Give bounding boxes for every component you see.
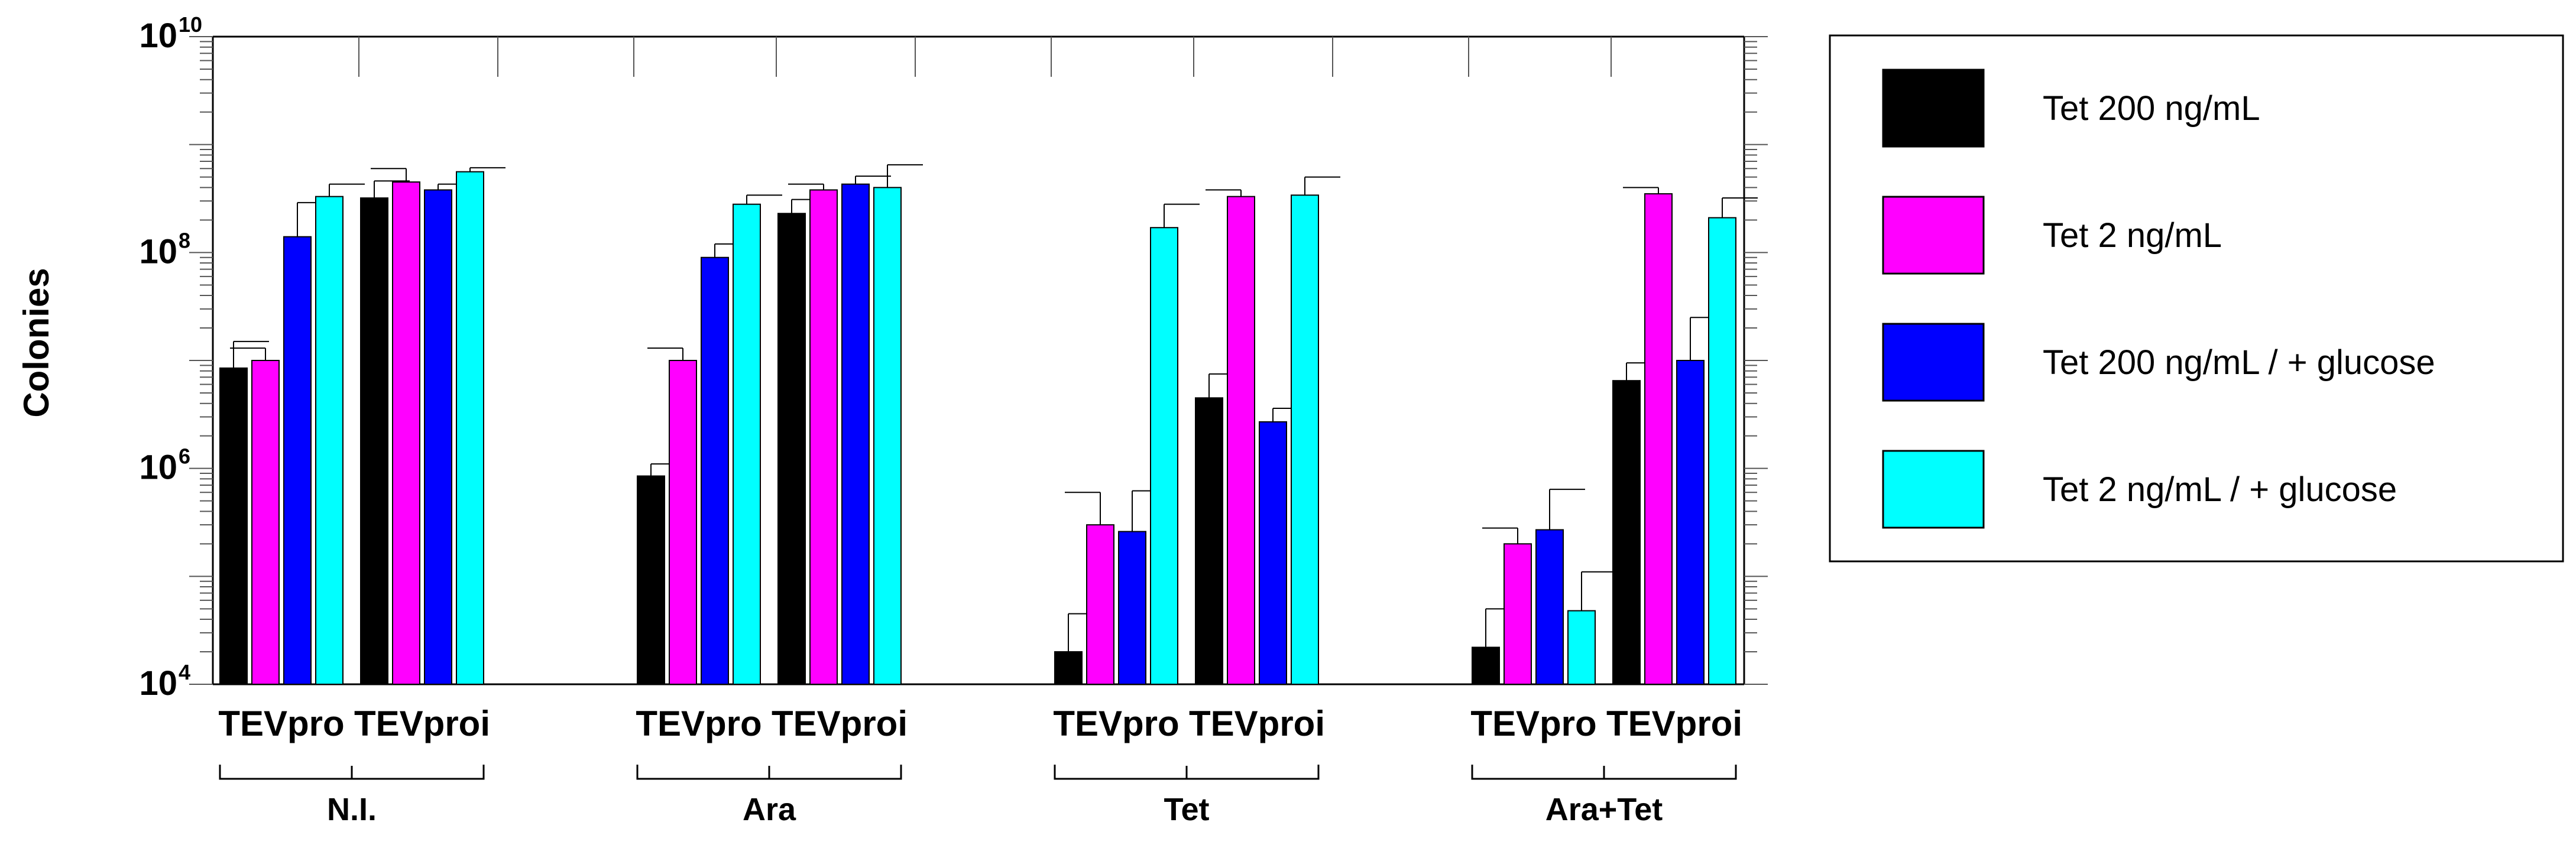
bar <box>1118 531 1146 685</box>
bar <box>1150 227 1178 685</box>
bar <box>283 236 312 685</box>
bar <box>669 360 697 685</box>
y-tick-label: 10 10 <box>139 12 202 55</box>
legend-swatch <box>1882 196 1985 275</box>
legend-label: Tet 200 ng/mL / + glucose <box>2043 343 2435 382</box>
bar <box>1676 360 1705 685</box>
category-label: TEVpro <box>636 704 762 743</box>
group-label: Ara <box>743 792 796 827</box>
y-axis-ticks <box>189 36 1768 685</box>
group-label: Tet <box>1164 792 1210 827</box>
bar <box>392 181 420 685</box>
category-label: TEVproi <box>354 704 490 743</box>
legend-swatch <box>1882 323 1985 402</box>
legend-swatch <box>1882 69 1985 148</box>
bars <box>219 164 1758 685</box>
bar <box>456 171 484 685</box>
bar <box>1086 524 1114 685</box>
bar <box>637 475 665 685</box>
legend-label: Tet 2 ng/mL <box>2043 216 2222 255</box>
bar <box>777 213 806 685</box>
legend-label: Tet 2 ng/mL / + glucose <box>2043 470 2397 509</box>
bar <box>809 189 838 685</box>
bar <box>1259 421 1287 685</box>
bar <box>1472 646 1500 685</box>
bar <box>219 367 248 685</box>
legend-label: Tet 200 ng/mL <box>2043 89 2260 128</box>
y-tick-label-base: 10 <box>139 664 177 703</box>
bar <box>841 183 870 685</box>
category-label: TEVproi <box>772 704 908 743</box>
group-label: N.I. <box>327 792 377 827</box>
bar <box>1644 193 1673 685</box>
x-axis-labels: TEVpro TEVproi TEVpro TEVproi TEVpro TEVproi T… <box>218 704 1742 827</box>
category-label: TEVpro <box>218 704 344 743</box>
bar <box>1567 610 1596 685</box>
bar <box>1291 194 1319 685</box>
bar <box>1504 543 1532 685</box>
y-tick-label-base: 10 <box>139 448 177 487</box>
y-tick-label: 10 4 <box>139 660 190 703</box>
y-tick-label-base: 10 <box>139 17 177 55</box>
bar <box>360 197 388 685</box>
bar <box>1612 380 1641 685</box>
bar <box>1535 529 1564 685</box>
category-label: TEVpro <box>1053 704 1179 743</box>
category-label: TEVproi <box>1189 704 1325 743</box>
y-tick-label-base: 10 <box>139 232 177 271</box>
bar <box>424 189 452 685</box>
y-tick-label: 10 6 <box>139 444 190 487</box>
bar <box>873 187 902 685</box>
y-tick-label: 10 8 <box>139 228 190 271</box>
bar <box>1227 196 1255 685</box>
bar <box>701 256 729 685</box>
category-label: TEVproi <box>1606 704 1742 743</box>
bar <box>251 360 280 685</box>
y-tick-label-exponent: 6 <box>179 444 190 469</box>
bar <box>1708 217 1736 685</box>
y-axis-label: Colonies <box>17 268 56 417</box>
y-tick-label-exponent: 10 <box>179 12 202 37</box>
group-label: Ara+Tet <box>1545 792 1663 827</box>
y-tick-label-exponent: 4 <box>179 660 190 684</box>
y-tick-label-exponent: 8 <box>179 228 190 252</box>
legend-swatch <box>1882 450 1985 529</box>
bar <box>1054 651 1083 685</box>
bar <box>1195 397 1223 685</box>
bar <box>315 196 344 685</box>
legend: Tet 200 ng/mL Tet 2 ng/mL Tet 200 ng/mL / … <box>1829 34 2564 563</box>
category-label: TEVpro <box>1470 704 1596 743</box>
bar <box>733 203 761 685</box>
